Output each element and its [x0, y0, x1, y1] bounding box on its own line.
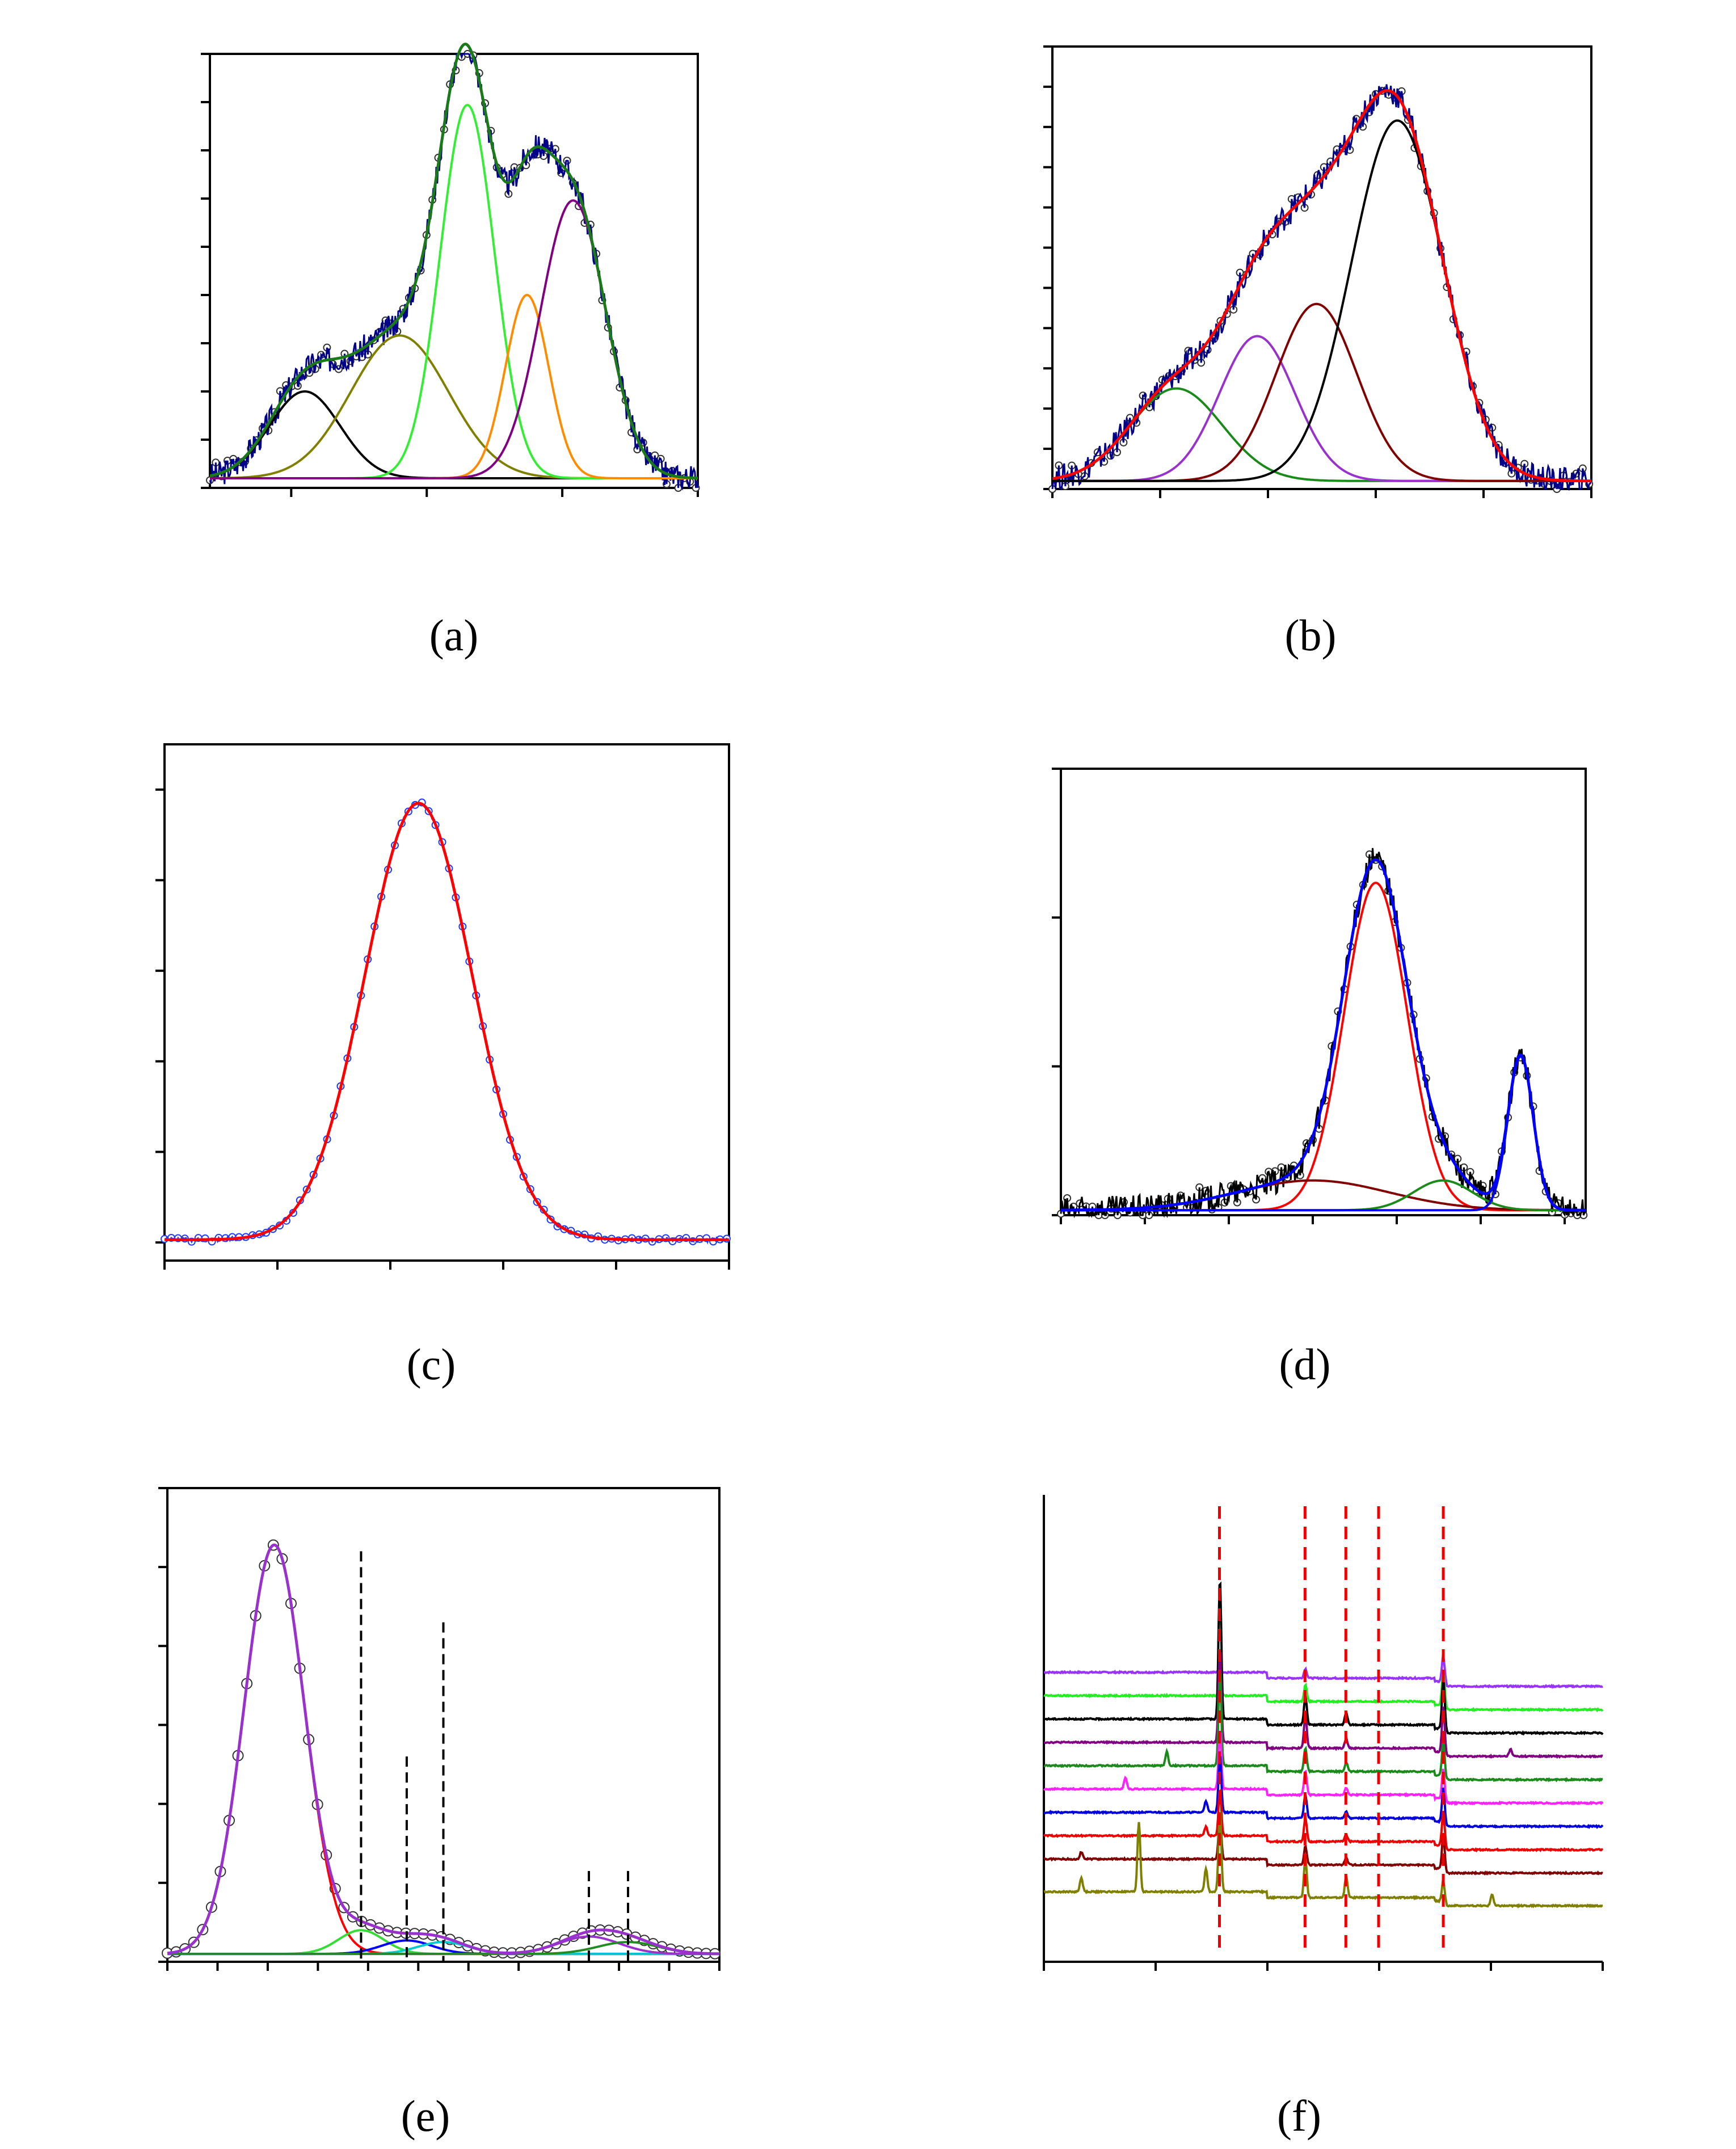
panel-e [0, 1441, 868, 2082]
series-line-9 [1043, 1811, 1603, 1908]
component-peak-2 [210, 104, 698, 479]
component-peak-0 [1061, 882, 1586, 1212]
sublabel-d: (d) [1279, 1339, 1331, 1389]
plot-frame [1060, 768, 1587, 1216]
component-peak-1 [1052, 335, 1591, 482]
panel-f [868, 1441, 1736, 2082]
fit-envelope [209, 43, 698, 480]
component-peak-2 [1052, 302, 1591, 482]
chart-c [155, 743, 731, 1270]
series-line-4 [1043, 1672, 1603, 1783]
sublabel-c: (c) [406, 1339, 456, 1389]
series-line-6 [1043, 1754, 1604, 1830]
sublabel-e: (e) [401, 2091, 450, 2140]
component-peak-3 [1061, 1055, 1586, 1212]
series-line-5 [1043, 1730, 1604, 1806]
fit-envelope [1060, 858, 1586, 1212]
chart-b [1043, 45, 1594, 498]
sublabel-a: (a) [429, 610, 479, 660]
panel-d [868, 715, 1736, 1384]
chart-f [1043, 1495, 1604, 1971]
component-peak-4 [210, 199, 698, 479]
plot-frame [1051, 45, 1592, 490]
sublabel-f: (f) [1277, 2091, 1321, 2140]
panel-c [0, 715, 868, 1384]
fit-envelope [167, 1543, 720, 1956]
raw-data-line [209, 52, 699, 491]
plot-frame [163, 743, 730, 1262]
fit-envelope [1052, 89, 1591, 483]
sublabel-b: (b) [1284, 610, 1337, 660]
raw-data-line [1060, 848, 1587, 1219]
panel-a [0, 0, 868, 652]
series-line-7 [1043, 1788, 1604, 1853]
fit-envelope [165, 802, 729, 1241]
panel-b [868, 0, 1736, 652]
chart-e [158, 1487, 721, 1971]
series-line-3 [1043, 1650, 1603, 1759]
series-line-2 [1043, 1581, 1604, 1736]
chart-a [201, 43, 700, 497]
raw-data-line [1051, 84, 1592, 491]
plot-frame [209, 53, 699, 489]
chart-d [1052, 768, 1588, 1224]
series-line-0 [1043, 1654, 1603, 1689]
series-line-1 [1043, 1671, 1604, 1713]
